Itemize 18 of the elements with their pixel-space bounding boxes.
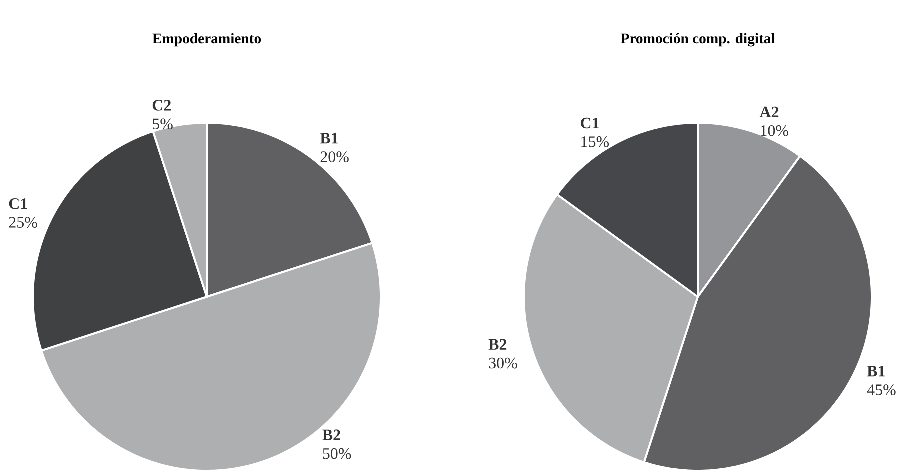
data-label: 10% [761,125,788,136]
slice-label: C1 [581,118,599,129]
slice-label: C2 [152,100,171,111]
slice-label: B1 [320,133,338,144]
slice-label: B2 [488,339,507,350]
data-label: 15% [582,136,610,148]
slice-label: B2 [322,430,340,440]
slice-label: C1 [9,198,28,210]
data-label: 45% [867,384,896,396]
chart-title: Empoderamiento [152,33,262,47]
data-label: 25% [9,217,38,228]
data-label: 20% [320,152,349,162]
chart-title: Promoción comp. digital [620,33,776,47]
data-label: 30% [489,358,518,369]
data-label: 50% [323,448,352,460]
data-label: 5% [153,118,173,130]
slice-label: B1 [867,366,885,377]
slice-label: A2 [760,106,779,118]
